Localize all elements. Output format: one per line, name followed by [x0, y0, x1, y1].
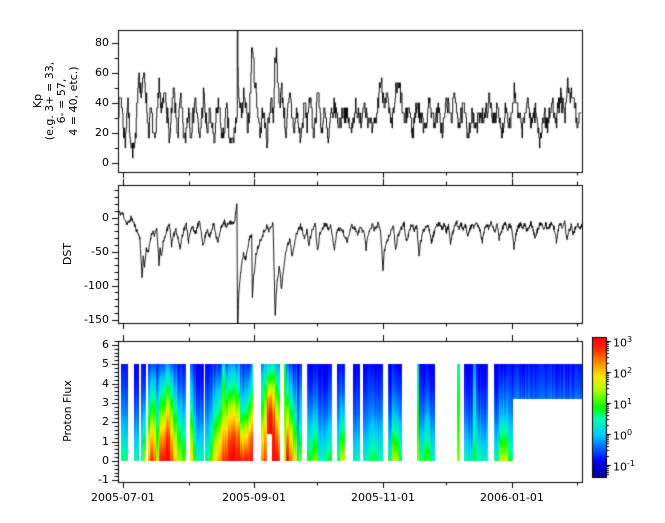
y-tick-label: 3 — [102, 395, 109, 409]
colorbar-tick-label: 102 — [613, 364, 632, 382]
colorbar-tick-exponent: 3 — [627, 335, 633, 345]
y-tick-label: -100 — [84, 278, 109, 292]
colorbar-tick-label: 103 — [613, 333, 632, 351]
kp-plot-panel — [118, 30, 582, 172]
colorbar-tick-base: 10 — [613, 367, 627, 381]
y-tick-label: -1 — [98, 473, 109, 487]
colorbar-tick-base: 10 — [613, 429, 627, 443]
colorbar — [592, 337, 606, 477]
y-tick-label: -50 — [91, 244, 109, 258]
x-tick-label: 2005-07-01 — [91, 491, 155, 504]
y-tick-label: 20 — [95, 125, 109, 139]
y-tick-label: 0 — [102, 155, 109, 169]
colorbar-tick-label: 10-1 — [613, 457, 635, 475]
dst-plot-panel — [118, 185, 582, 323]
x-tick-label: 2006-01-01 — [479, 491, 544, 504]
y-tick-label: 2 — [102, 415, 109, 429]
y-tick-label: -150 — [84, 312, 109, 326]
colorbar-tick-label: 100 — [613, 426, 632, 444]
colorbar-tick-exponent: -1 — [627, 458, 635, 468]
colorbar-tick-base: 10 — [613, 398, 627, 412]
y-tick-label: 40 — [95, 95, 109, 109]
y-tick-label: 0 — [102, 453, 109, 467]
colorbar-tick-exponent: 2 — [627, 366, 633, 375]
colorbar-tick-exponent: 1 — [627, 396, 633, 406]
x-tick-label: 2005-09-01 — [222, 491, 287, 504]
y-tick-label: 80 — [95, 35, 109, 49]
y-tick-label: 0 — [102, 210, 109, 224]
proton-flux-panel — [118, 341, 582, 482]
y-tick-label: 60 — [95, 65, 109, 79]
colorbar-tick-label: 101 — [613, 395, 632, 413]
y-tick-label: 5 — [102, 357, 109, 371]
y-tick-label: 4 — [102, 376, 109, 390]
colorbar-tick-base: 10 — [613, 460, 627, 474]
y-tick-label: 1 — [102, 434, 109, 448]
y-tick-label: 6 — [102, 337, 109, 351]
x-tick-label: 2005-11-01 — [351, 491, 415, 504]
colorbar-tick-base: 10 — [613, 336, 627, 350]
colorbar-tick-exponent: 0 — [627, 427, 633, 437]
